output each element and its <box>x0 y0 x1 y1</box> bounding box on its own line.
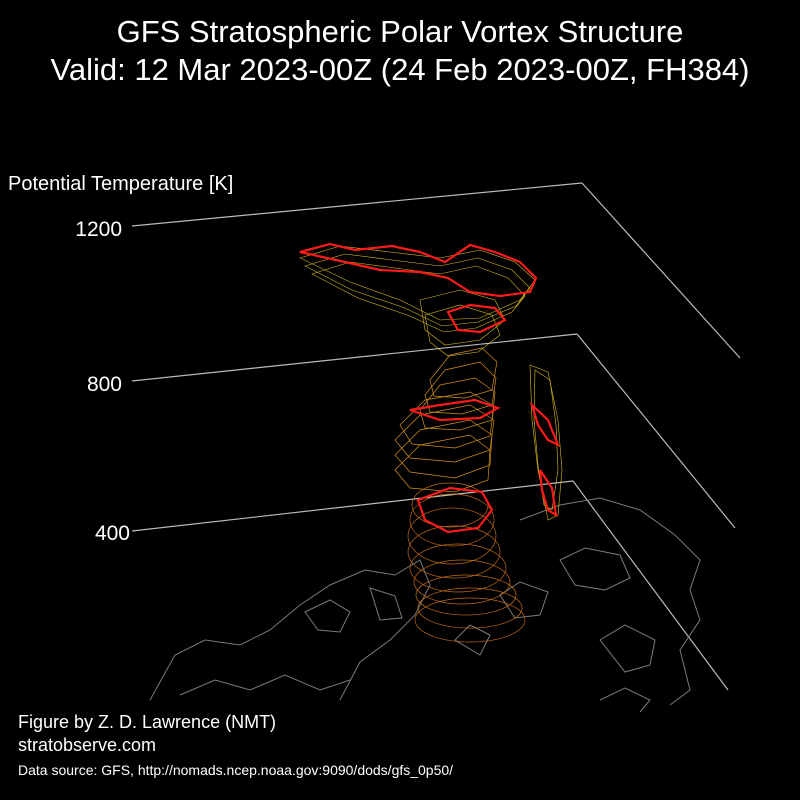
level-edge-1200 <box>581 182 741 359</box>
level-edge-400 <box>572 480 729 691</box>
vortex-edge-contours <box>299 242 561 534</box>
vortex-mid-layers <box>394 347 498 493</box>
level-line-800 <box>131 333 578 382</box>
tick-label-800: 800 <box>86 373 122 396</box>
tick-label-1200: 1200 <box>75 218 122 241</box>
coastline-map <box>149 497 701 713</box>
tick-label-400: 400 <box>94 522 130 545</box>
figure-subtitle: Valid: 12 Mar 2023-00Z (24 Feb 2023-00Z,… <box>50 52 750 87</box>
data-source: Data source: GFS, http://nomads.ncep.noa… <box>18 762 454 778</box>
level-edge-800 <box>576 333 736 529</box>
vortex-lower-layers <box>407 482 526 643</box>
axis-label: Potential Temperature [K] <box>8 173 234 195</box>
figure-title: GFS Stratospheric Polar Vortex Structure <box>116 14 684 49</box>
author-credit: Figure by Z. D. Lawrence (NMT) <box>18 712 277 732</box>
level-line-1200 <box>131 182 583 227</box>
level-line-400 <box>131 480 574 532</box>
axis-frame <box>131 182 741 691</box>
site-credit: stratobserve.com <box>18 735 157 755</box>
